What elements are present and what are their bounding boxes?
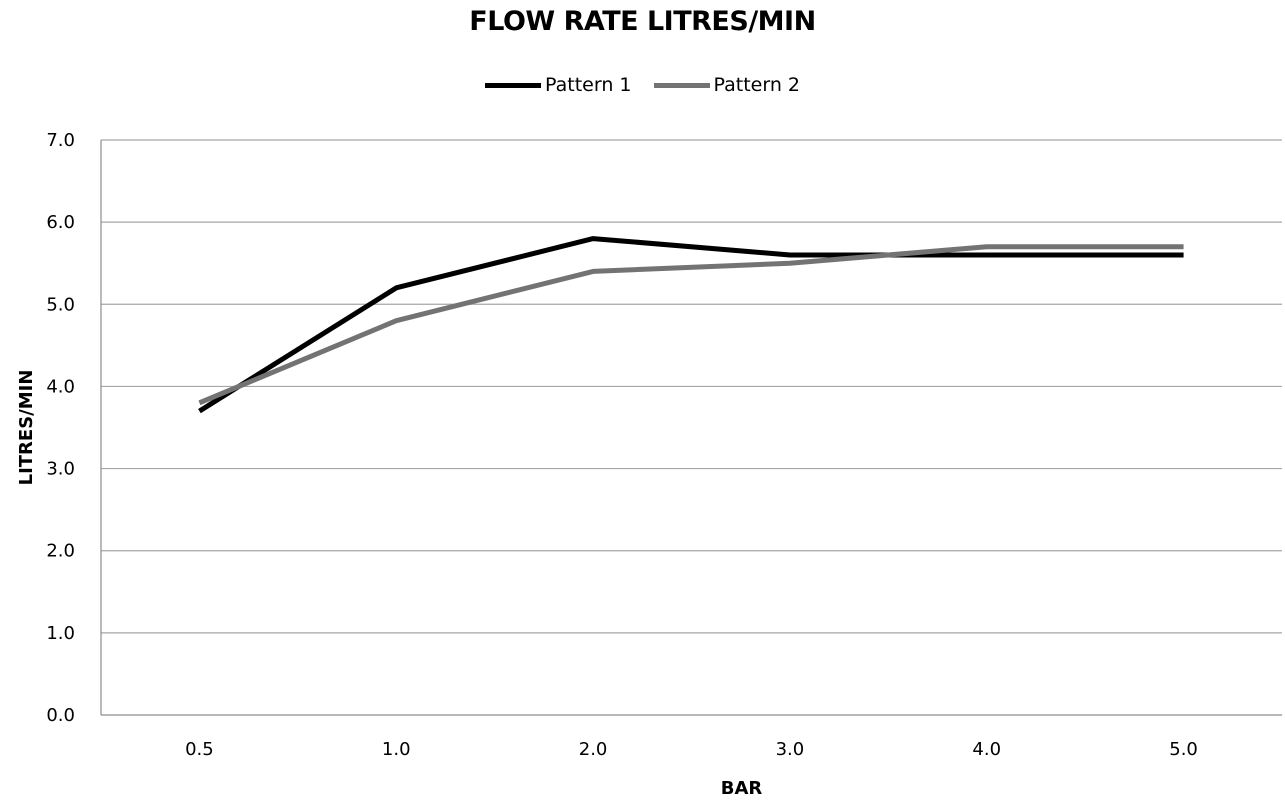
x-tick-label: 0.5 [185,739,214,760]
chart-title: FLOW RATE LITRES/MIN [469,6,816,37]
series-line-1 [198,236,1184,414]
gridlines [101,139,1282,716]
legend: Pattern 1 Pattern 2 [0,74,1285,96]
y-axis-title: LITRES/MIN [16,370,37,486]
y-tick-label: 2.0 [46,541,75,562]
x-axis-title: BAR [721,778,763,799]
y-tick-label: 1.0 [46,623,75,644]
legend-item-series-2: Pattern 2 [653,74,800,96]
x-tick-label: 5.0 [1169,739,1198,760]
y-tick-label: 6.0 [46,212,75,233]
legend-label-series-1: Pattern 1 [545,74,632,96]
y-tick-label: 5.0 [46,294,75,315]
legend-label-series-2: Pattern 2 [713,74,800,96]
axes: BAR LITRES/MIN 0.0 1.0 2.0 3.0 4.0 5.0 6.0 7.0 0… [16,130,1198,799]
legend-item-series-1: Pattern 1 [485,74,632,96]
y-tick-label: 3.0 [46,459,75,480]
y-tick-label: 0.0 [46,705,75,726]
y-tick-label: 7.0 [46,130,75,151]
y-tick-label: 4.0 [46,376,75,397]
legend-swatch-series-2 [653,82,710,88]
series-lines [198,236,1184,414]
legend-swatch-series-1 [485,82,542,88]
x-tick-label: 3.0 [776,739,805,760]
x-tick-label: 1.0 [382,739,411,760]
x-tick-label: 4.0 [972,739,1001,760]
x-tick-label: 2.0 [579,739,608,760]
series-line-2 [198,244,1184,406]
